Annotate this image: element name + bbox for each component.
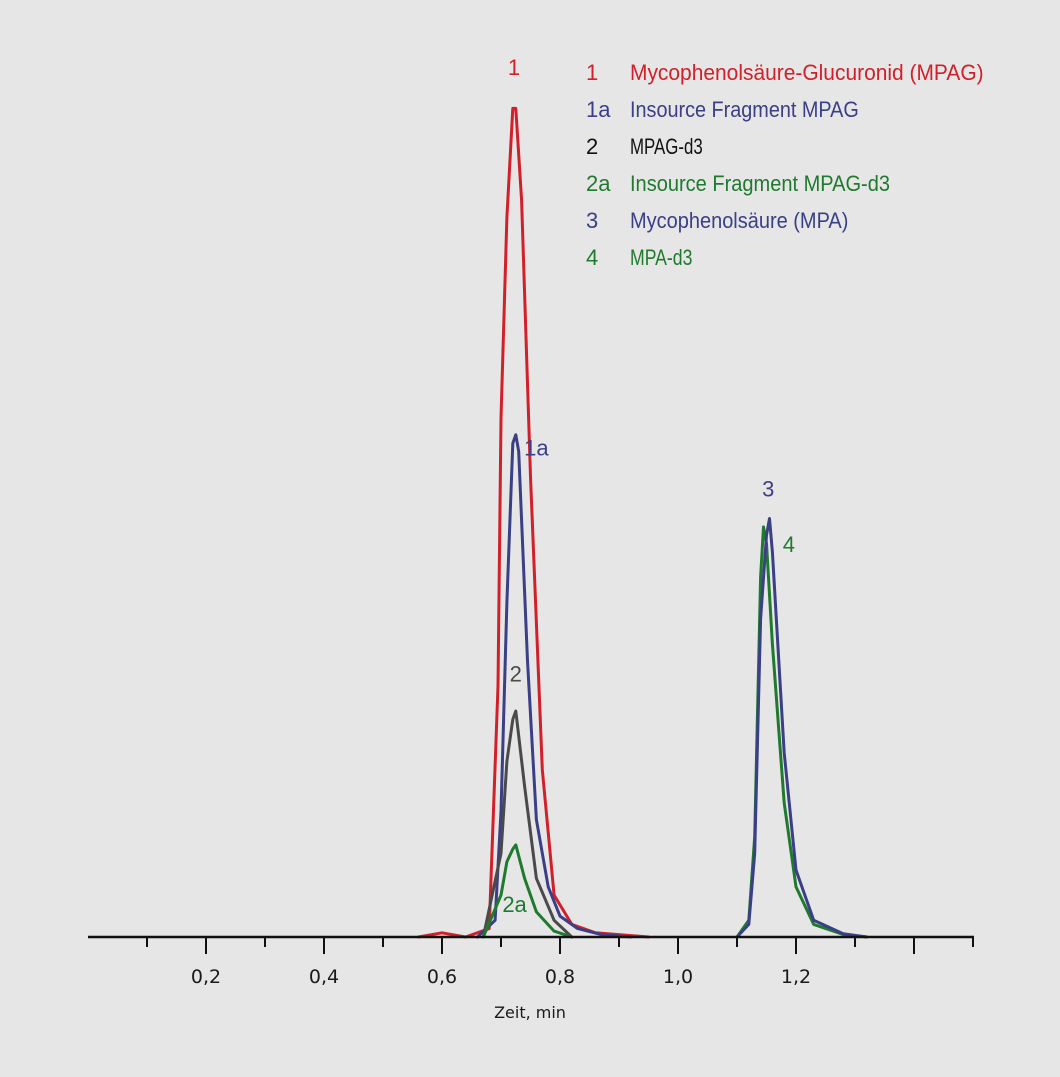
legend-entry: Mycophenolsäure-Glucuronid (MPAG) — [630, 60, 984, 85]
x-axis: 0,2 0,4 0,6 0,8 1,0 1,2 — [88, 935, 974, 988]
legend-number: 1a — [586, 97, 611, 122]
x-tick-label: 0,2 — [191, 966, 221, 988]
x-tick-label: 0,8 — [545, 966, 575, 988]
legend-entry: Insource Fragment MPAG — [630, 97, 859, 122]
legend-number: 2 — [586, 134, 598, 159]
legend-number: 4 — [586, 245, 598, 270]
legend-entry: MPAG-d3 — [630, 134, 703, 159]
peak-label-4: 4 — [783, 532, 795, 557]
series-line-2 — [481, 709, 574, 939]
series-line-1a — [475, 433, 633, 939]
series-line-1 — [416, 106, 650, 939]
peak-label-1a: 1a — [524, 436, 549, 461]
legend-number: 1 — [586, 60, 598, 85]
peak-label-3: 3 — [762, 477, 774, 502]
peak-label-1: 1 — [508, 55, 520, 80]
peak-label-2a: 2a — [502, 892, 527, 917]
legend-number: 2a — [586, 171, 611, 196]
peak-labels: 1 1a 2 2a 3 4 — [502, 55, 795, 917]
legend-entry: MPA-d3 — [630, 245, 692, 270]
legend: 1 Mycophenolsäure-Glucuronid (MPAG) 1a Inso… — [586, 60, 984, 270]
legend-entry: Mycophenolsäure (MPA) — [630, 208, 848, 233]
peak-label-2: 2 — [510, 662, 522, 687]
legend-number: 3 — [586, 208, 598, 233]
x-tick-label: 0,6 — [427, 966, 457, 988]
legend-entry: Insource Fragment MPAG-d3 — [630, 171, 890, 196]
x-axis-title: Zeit, min — [494, 1003, 566, 1022]
series-line-3 — [735, 517, 869, 939]
x-tick-label: 1,2 — [781, 966, 811, 988]
series-layer — [416, 106, 869, 939]
x-tick-label: 0,4 — [309, 966, 339, 988]
series-line-2a — [481, 843, 574, 939]
x-tick-label: 1,0 — [663, 966, 693, 988]
